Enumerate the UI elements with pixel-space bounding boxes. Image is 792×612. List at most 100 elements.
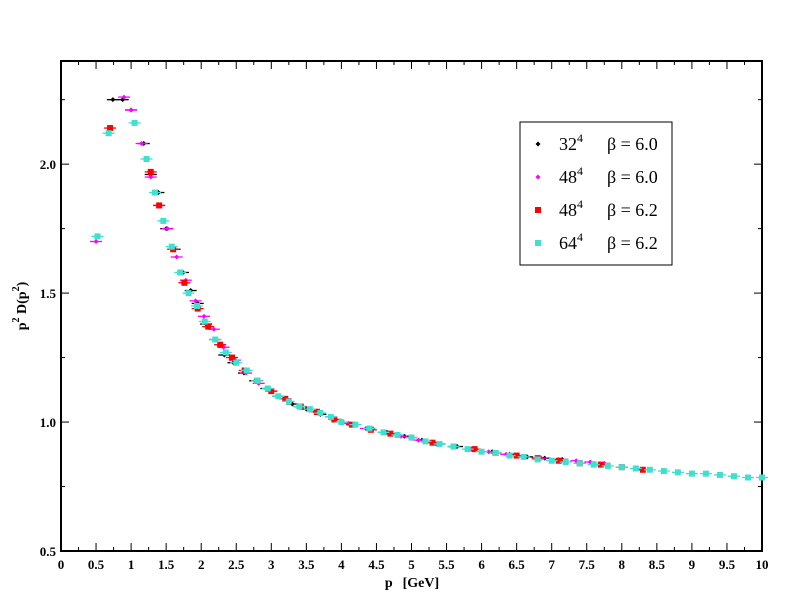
x-axis-label-symbol: p [385, 576, 393, 591]
data-point [639, 466, 646, 473]
y-tick-label: 1.0 [40, 415, 56, 430]
x-tick-label: 8 [619, 557, 626, 572]
x-tick-label: 5 [408, 557, 415, 572]
legend-lattice: 32 [559, 134, 577, 154]
data-point [121, 94, 127, 100]
series-32-0 [106, 97, 569, 462]
data-point [168, 243, 175, 250]
data-point [233, 359, 240, 366]
data-point [174, 254, 180, 260]
legend-lattice: 48 [559, 167, 577, 187]
data-point [148, 174, 154, 180]
legend-marker [535, 207, 541, 213]
x-tick-label: 5.5 [438, 557, 455, 572]
x-tick-label: 6 [478, 557, 485, 572]
data-point [674, 469, 681, 476]
x-tick-label: 2 [198, 557, 205, 572]
data-point [744, 474, 751, 481]
data-point [177, 269, 184, 276]
data-point [380, 429, 387, 436]
data-point [338, 419, 345, 426]
data-point [110, 97, 116, 103]
legend-label: 644 β = 6.2 [559, 230, 658, 253]
data-point [688, 470, 695, 477]
y-axis-label-p-exponent: 2 [11, 317, 22, 322]
data-point [478, 448, 485, 455]
x-tick-label: 3 [268, 557, 275, 572]
data-point [93, 239, 99, 245]
data-point [147, 168, 154, 175]
x-tick-label: 0 [58, 557, 65, 572]
data-point [422, 438, 429, 445]
data-point [217, 341, 224, 348]
data-point [436, 440, 443, 447]
data-point [759, 474, 765, 481]
data-point [151, 189, 158, 196]
legend-marker [535, 174, 541, 180]
data-point [597, 461, 604, 468]
data-point [534, 456, 541, 463]
data-point [317, 410, 324, 417]
data-point [212, 336, 219, 343]
data-point [590, 461, 597, 468]
series-64-3 [91, 119, 768, 481]
y-axis-label-close: ) [15, 281, 30, 286]
data-point [520, 453, 527, 460]
data-point [327, 413, 334, 420]
data-point [222, 349, 229, 356]
data-point [205, 323, 212, 330]
legend-marker [535, 240, 541, 246]
data-point [156, 202, 163, 209]
x-axis-label-unit: [GeV] [403, 576, 440, 591]
x-tick-label: 4 [338, 557, 345, 572]
data-point [618, 464, 625, 471]
data-point [254, 377, 261, 384]
data-point [193, 298, 199, 304]
data-point [107, 125, 114, 132]
data-point [646, 466, 653, 473]
x-tick-label: 1 [128, 557, 135, 572]
data-point [211, 326, 217, 332]
data-point [429, 439, 436, 446]
data-point [264, 385, 271, 392]
series-layer [90, 94, 768, 481]
legend-marker [535, 141, 541, 147]
legend-label: 484 β = 6.2 [559, 197, 658, 220]
data-point [105, 130, 112, 137]
x-tick-label: 4.5 [368, 557, 385, 572]
data-point [366, 425, 373, 432]
legend-beta: β = 6.2 [607, 200, 658, 220]
data-point [716, 471, 723, 478]
x-tick-label: 0.5 [88, 557, 105, 572]
x-tick-label: 2.5 [228, 557, 245, 572]
data-point [492, 450, 499, 456]
data-point [702, 470, 709, 477]
legend-beta: β = 6.0 [607, 134, 658, 154]
data-point [94, 233, 101, 240]
legend-lattice: 48 [559, 200, 577, 220]
y-axis-label-inner-exponent: 2 [11, 286, 22, 291]
data-point [576, 460, 583, 467]
y-tick-label: 0.5 [40, 544, 57, 559]
x-tick-label: 7 [548, 557, 555, 572]
data-point [387, 430, 394, 437]
x-axis-label: p [GeV] [385, 576, 439, 591]
data-point [604, 462, 611, 469]
data-point [243, 367, 250, 374]
x-tick-label: 9.5 [719, 557, 736, 572]
data-point [632, 465, 639, 472]
data-point [313, 408, 320, 415]
x-tick-label: 10 [756, 557, 769, 572]
y-axis-label-d: D(p [15, 291, 30, 317]
data-point [464, 446, 471, 453]
legend-label: 484 β = 6.0 [559, 164, 658, 187]
data-point [408, 434, 415, 441]
data-point [471, 446, 478, 453]
data-point [185, 290, 192, 297]
y-tick-label: 1.5 [40, 286, 57, 301]
legend-label: 324 β = 6.0 [559, 131, 658, 154]
legend-lattice-exponent: 4 [577, 164, 583, 178]
legend-lattice-exponent: 4 [577, 197, 583, 211]
data-point [352, 421, 359, 428]
